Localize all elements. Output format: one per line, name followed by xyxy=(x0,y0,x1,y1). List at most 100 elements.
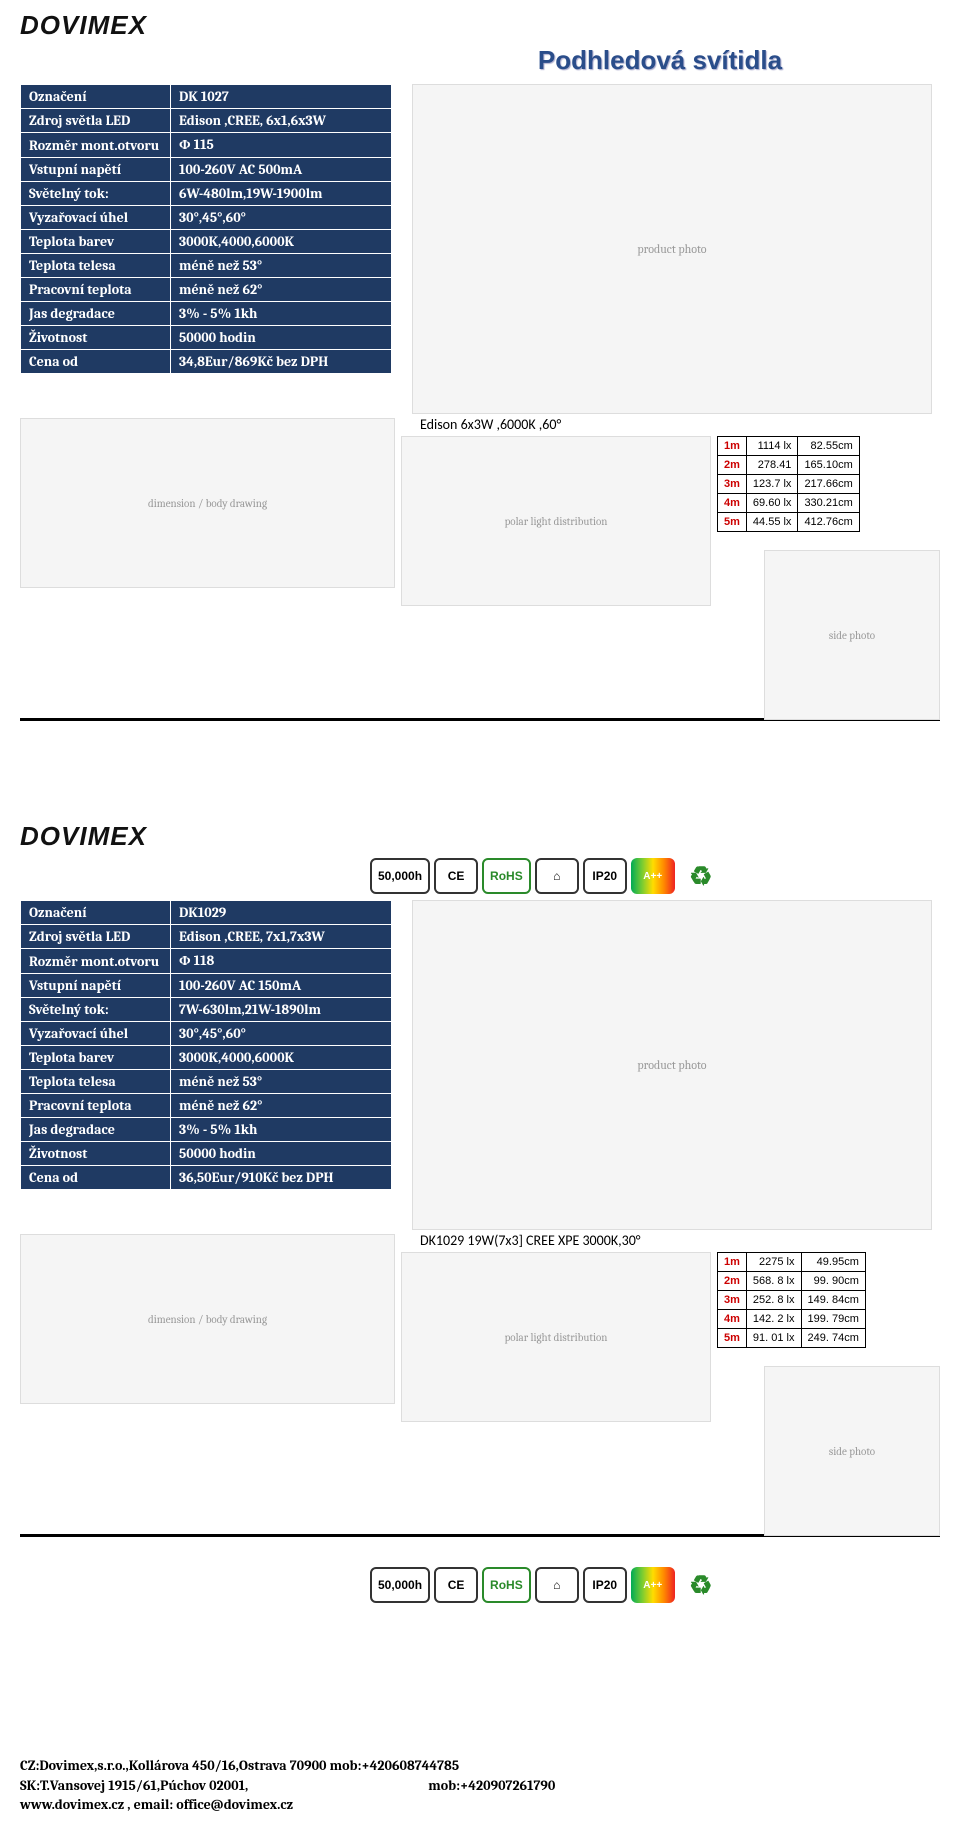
lux-lx: 44.55 lx xyxy=(746,513,798,532)
dimension-drawing: dimension / body drawing xyxy=(20,418,395,588)
lux-d: 412.76cm xyxy=(798,513,859,532)
spec-val: DK1029 xyxy=(171,901,392,925)
footer: CZ:Dovimex,s.r.o.,Kollárova 450/16,Ostra… xyxy=(20,1756,555,1815)
spec-key: Zdroj světla LED xyxy=(21,925,171,949)
lux-d: 49.95cm xyxy=(801,1253,865,1272)
lux-d: 249. 74cm xyxy=(801,1329,865,1348)
lux-d: 149. 84cm xyxy=(801,1291,865,1310)
lux-m: 5m xyxy=(718,513,747,532)
spec-table-1: OznačeníDK 1027 Zdroj světla LEDEdison ,… xyxy=(20,84,392,374)
cert-row-bottom: 50,000h CE RoHS ⌂ IP20 A++ ♻ xyxy=(370,1567,940,1603)
cert-50000h: 50,000h xyxy=(370,1567,430,1603)
lux-m: 2m xyxy=(718,456,747,475)
lux-d: 165.10cm xyxy=(798,456,859,475)
cert-row-top: 50,000h CE RoHS ⌂ IP20 A++ ♻ xyxy=(370,858,940,894)
lux-lx: 123.7 lx xyxy=(746,475,798,494)
brand-logo: DOVIMEX xyxy=(20,10,940,41)
product-block-2: OznačeníDK1029 Zdroj světla LEDEdison ,C… xyxy=(20,900,940,1537)
cert-ce: CE xyxy=(434,1567,478,1603)
spec-key: Označení xyxy=(21,901,171,925)
spec-key: Vstupní napětí xyxy=(21,974,171,998)
spec-val: 50000 hodin xyxy=(171,1142,392,1166)
spec-key: Pracovní teplota xyxy=(21,1094,171,1118)
lux-m: 1m xyxy=(718,1253,747,1272)
tech-row-1: Edison 6x3W ,6000K ,60° dimension / body… xyxy=(20,414,940,720)
spec-key: Označení xyxy=(21,85,171,109)
cert-ce: CE xyxy=(434,858,478,894)
spec-val: méně než 53° xyxy=(171,1070,392,1094)
cert-indoor-icon: ⌂ xyxy=(535,858,579,894)
polar-diagram: polar light distribution xyxy=(401,436,711,606)
tech-caption: DK1029 19W(7x3] CREE XPE 3000K,30° xyxy=(420,1232,641,1249)
spec-val: 100-260V AC 150mA xyxy=(171,974,392,998)
spec-key: Vyzařovací úhel xyxy=(21,206,171,230)
lux-table-1: 1m1114 lx82.55cm 2m278.41165.10cm 3m123.… xyxy=(717,436,860,532)
lux-m: 1m xyxy=(718,437,747,456)
cert-rohs: RoHS xyxy=(482,1567,531,1603)
lux-m: 3m xyxy=(718,1291,747,1310)
spec-key: Životnost xyxy=(21,1142,171,1166)
spec-key: Teplota barev xyxy=(21,1046,171,1070)
brand-logo: DOVIMEX xyxy=(20,821,940,852)
spec-val: 36,50Eur/910Kč bez DPH xyxy=(171,1166,392,1190)
product-block-1: OznačeníDK 1027 Zdroj světla LEDEdison ,… xyxy=(20,84,940,721)
spec-key: Rozměr mont.otvoru xyxy=(21,133,171,158)
footer-cz: CZ:Dovimex,s.r.o.,Kollárova 450/16,Ostra… xyxy=(20,1757,330,1774)
spec-val: Edison ,CREE, 7x1,7x3W xyxy=(171,925,392,949)
cert-ip20: IP20 xyxy=(583,1567,627,1603)
spec-key: Teplota telesa xyxy=(21,254,171,278)
lux-lx: 278.41 xyxy=(746,456,798,475)
spec-val: DK 1027 xyxy=(171,85,392,109)
spec-val: 30°,45°,60° xyxy=(171,1022,392,1046)
spec-val: méně než 53° xyxy=(171,254,392,278)
spec-key: Cena od xyxy=(21,1166,171,1190)
footer-sk: SK:T.Vansovej 1915/61,Púchov 02001, xyxy=(20,1777,248,1794)
spec-val: méně než 62° xyxy=(171,1094,392,1118)
lux-d: 330.21cm xyxy=(798,494,859,513)
lux-m: 2m xyxy=(718,1272,747,1291)
lux-lx: 568. 8 lx xyxy=(746,1272,801,1291)
lux-lx: 1114 lx xyxy=(746,437,798,456)
spec-val: Φ 118 xyxy=(171,949,392,974)
spec-key: Rozměr mont.otvoru xyxy=(21,949,171,974)
cert-indoor-icon: ⌂ xyxy=(535,1567,579,1603)
lux-d: 217.66cm xyxy=(798,475,859,494)
spec-val: 3% - 5% 1kh xyxy=(171,302,392,326)
spec-key: Jas degradace xyxy=(21,1118,171,1142)
lux-m: 4m xyxy=(718,494,747,513)
spec-key: Teplota telesa xyxy=(21,1070,171,1094)
product-photo: product photo xyxy=(412,900,932,1230)
tech-caption: Edison 6x3W ,6000K ,60° xyxy=(420,416,561,433)
spec-val: Φ 115 xyxy=(171,133,392,158)
cert-energy-label-icon: A++ xyxy=(631,858,675,894)
spec-val: 34,8Eur/869Kč bez DPH xyxy=(171,350,392,374)
lux-m: 5m xyxy=(718,1329,747,1348)
spec-key: Vstupní napětí xyxy=(21,158,171,182)
cert-rohs: RoHS xyxy=(482,858,531,894)
spec-val: 3% - 5% 1kh xyxy=(171,1118,392,1142)
spec-key: Světelný tok: xyxy=(21,998,171,1022)
spec-key: Zdroj světla LED xyxy=(21,109,171,133)
spec-val: Edison ,CREE, 6x1,6x3W xyxy=(171,109,392,133)
product-photo: product photo xyxy=(412,84,932,414)
spec-val: 6W-480lm,19W-1900lm xyxy=(171,182,392,206)
lux-lx: 69.60 lx xyxy=(746,494,798,513)
lux-lx: 2275 lx xyxy=(746,1253,801,1272)
spec-key: Pracovní teplota xyxy=(21,278,171,302)
spec-val: méně než 62° xyxy=(171,278,392,302)
lux-lx: 252. 8 lx xyxy=(746,1291,801,1310)
spec-key: Světelný tok: xyxy=(21,182,171,206)
cert-50000h: 50,000h xyxy=(370,858,430,894)
cert-recycle-icon: ♻ xyxy=(679,858,723,894)
lux-d: 199. 79cm xyxy=(801,1310,865,1329)
lux-table-2: 1m2275 lx49.95cm 2m568. 8 lx99. 90cm 3m2… xyxy=(717,1252,866,1348)
cert-energy-label-icon: A++ xyxy=(631,1567,675,1603)
spec-key: Jas degradace xyxy=(21,302,171,326)
spec-val: 50000 hodin xyxy=(171,326,392,350)
lux-lx: 142. 2 lx xyxy=(746,1310,801,1329)
cert-recycle-icon: ♻ xyxy=(679,1567,723,1603)
footer-mob2: mob:+420907261790 xyxy=(428,1776,555,1796)
tech-row-2: DK1029 19W(7x3] CREE XPE 3000K,30° dimen… xyxy=(20,1230,940,1536)
side-photo: side photo xyxy=(764,1366,940,1536)
spec-val: 7W-630lm,21W-1890lm xyxy=(171,998,392,1022)
